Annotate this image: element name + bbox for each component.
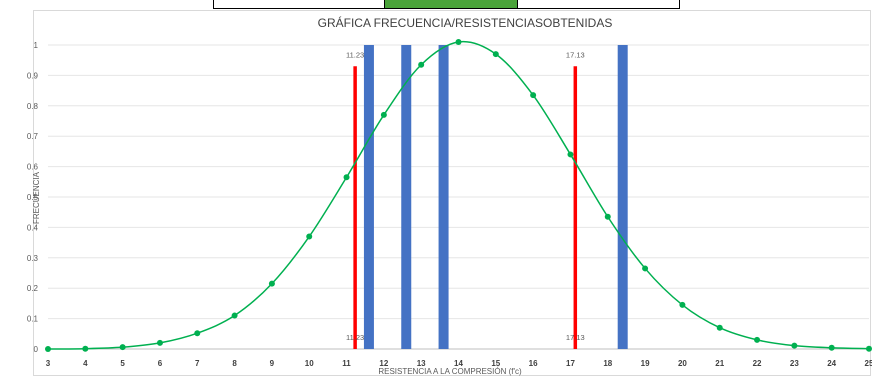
result-bar: [438, 45, 449, 349]
limit-label-top: 11.23: [346, 50, 364, 59]
x-tick-label: 19: [641, 359, 650, 368]
result-bar: [617, 45, 628, 349]
curve-point: [455, 38, 462, 45]
curve-point: [343, 174, 350, 181]
x-tick-label: 20: [678, 359, 687, 368]
curve-point: [567, 151, 574, 158]
curve-point: [231, 312, 238, 319]
curve-point: [828, 344, 835, 351]
frequency-curve: [45, 38, 872, 352]
curve-point: [156, 339, 163, 346]
x-tick-label: 3: [46, 359, 51, 368]
curve-point: [642, 265, 649, 272]
y-tick-label: 0.4: [27, 223, 39, 232]
y-tick-label: 0.1: [27, 315, 39, 324]
x-tick-label: 16: [529, 359, 538, 368]
limit-label-bottom: 17.13: [566, 333, 585, 342]
gridlines: [48, 44, 869, 350]
y-tick-label: 1: [34, 41, 39, 50]
curve-point: [306, 233, 313, 240]
curve-point: [380, 111, 387, 118]
x-tick-label: 24: [827, 359, 836, 368]
curve-point: [716, 324, 723, 331]
x-tick-label: 23: [790, 359, 799, 368]
chart-frame: [33, 10, 871, 376]
x-tick-label: 11: [342, 359, 351, 368]
y-tick-label: 0.7: [27, 132, 39, 141]
x-tick-label: 15: [491, 359, 500, 368]
y-tick-label: 0.8: [27, 102, 39, 111]
x-tick-label: 25: [865, 359, 872, 368]
limit-lines: 11.23 11.23 17.13 17.13: [346, 50, 585, 349]
x-tick-label: 21: [715, 359, 724, 368]
y-tick-label: 0.6: [27, 163, 39, 172]
x-tick-label: 5: [120, 359, 125, 368]
x-tick-label: 4: [83, 359, 88, 368]
curve-point: [866, 345, 872, 352]
y-tick-label: 0.9: [27, 71, 39, 80]
x-tick-label: 12: [379, 359, 388, 368]
curve-point: [268, 280, 275, 287]
curve-point: [604, 213, 611, 220]
result-bar: [401, 45, 412, 349]
y-tick-label: 0.3: [27, 254, 39, 263]
x-tick-label: 17: [566, 359, 575, 368]
curve-point: [82, 345, 89, 352]
frequency-curve-line: [47, 40, 870, 350]
curve-point: [492, 51, 499, 58]
x-tick-label: 22: [753, 359, 762, 368]
curve-point: [45, 346, 51, 352]
y-tick-label: 0: [34, 345, 39, 354]
limit-label-top: 17.13: [566, 50, 585, 59]
x-tick-label: 8: [232, 359, 237, 368]
x-tick-label: 10: [305, 359, 314, 368]
x-tick-label: 9: [270, 359, 275, 368]
y-axis-title: FRECUENCIA: [32, 171, 41, 224]
chart-title: GRÁFICA FRECUENCIA/RESISTENCIASOBTENIDAS: [318, 15, 613, 30]
x-tick-label: 7: [195, 359, 200, 368]
x-tick-label: 14: [454, 359, 463, 368]
x-tick-label: 13: [417, 359, 426, 368]
curve-point: [194, 330, 201, 337]
header-box-right: [517, 0, 680, 9]
y-tick-label: 0.2: [27, 284, 39, 293]
x-tick-label: 6: [158, 359, 163, 368]
x-tick-label: 18: [603, 359, 612, 368]
y-axis: 0 0.1 0.2 0.3 0.4 0.5 0.6 0.7 0.8 0.9 1: [27, 41, 39, 354]
result-bar: [363, 45, 374, 349]
curve-point: [530, 92, 537, 99]
header-color-boxes: [0, 0, 872, 10]
curve-point: [754, 336, 761, 343]
x-axis: 3 4 5 6 7 8 9 10 11 12 13 14 15 16 17 18 19 20 21 22 23 24 25: [46, 359, 872, 368]
curve-point: [791, 342, 798, 349]
y-tick-label: 0.5: [27, 193, 39, 202]
curve-point: [418, 61, 425, 68]
curve-point: [119, 344, 126, 351]
x-axis-title: RESISTENCIA A LA COMPRESIÓN (f'c): [378, 367, 522, 376]
limit-label-bottom: 11.23: [346, 333, 364, 342]
curve-point: [679, 301, 686, 308]
result-bars: [363, 45, 628, 349]
